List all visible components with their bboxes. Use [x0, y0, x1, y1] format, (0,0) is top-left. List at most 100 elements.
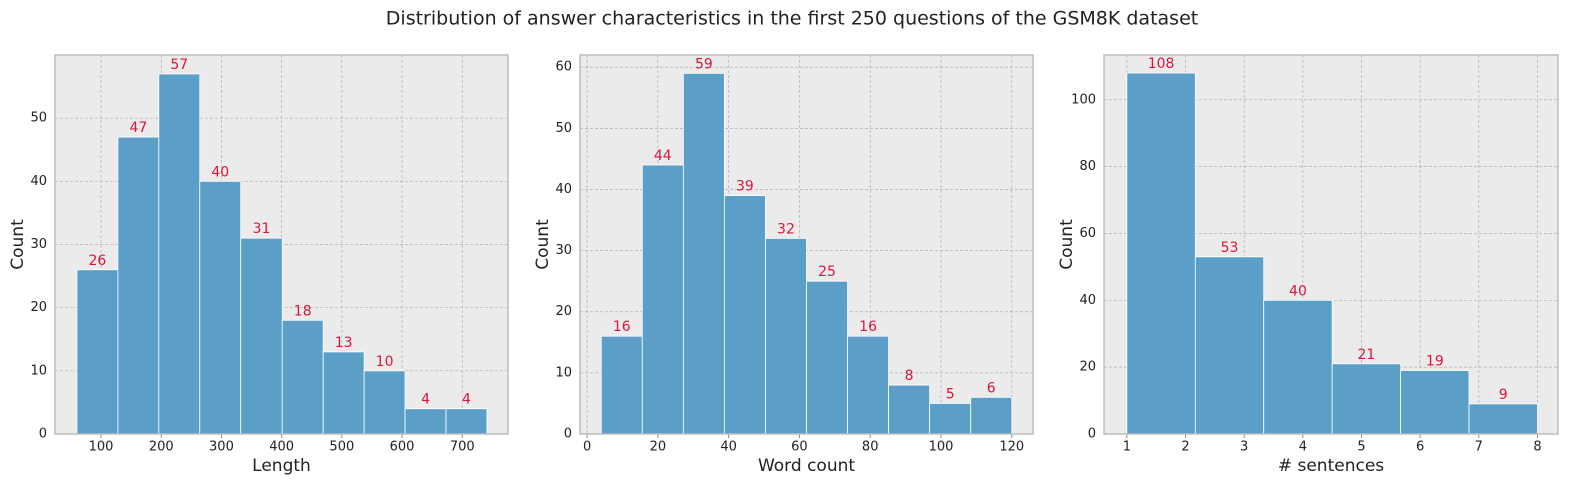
x-tick-label: 100: [89, 440, 114, 455]
x-tick-label: 5: [1357, 440, 1365, 455]
value-label: 4: [421, 392, 430, 408]
value-label: 5: [946, 386, 955, 402]
x-axis-label: # sentences: [1278, 456, 1384, 476]
x-tick-label: 60: [791, 440, 808, 455]
subplot: 0 10 20 30 40 50 100 200 300 400 500 600 700 26 47 57 40…: [8, 54, 509, 476]
bar: [363, 370, 406, 435]
y-tick-label: 60: [1079, 226, 1096, 241]
x-tick-label: 0: [583, 440, 591, 455]
plot-frame: [1103, 54, 1559, 435]
bar: [970, 396, 1013, 435]
y-tick-label: 40: [555, 182, 572, 197]
value-label: 10: [376, 354, 394, 370]
bar: [445, 408, 488, 435]
y-tick-label: 10: [555, 365, 572, 380]
plot-frame: [54, 54, 509, 435]
x-axis-label: Length: [252, 456, 311, 476]
value-label: 32: [777, 221, 795, 237]
value-label: 57: [170, 57, 188, 73]
y-tick-label: 50: [30, 111, 47, 126]
bar: [1194, 256, 1265, 435]
bar: [322, 351, 365, 435]
y-tick-label: 50: [555, 121, 572, 136]
value-label: 21: [1357, 347, 1375, 363]
bar: [117, 136, 160, 435]
value-label: 40: [1289, 283, 1307, 299]
bar: [929, 403, 972, 435]
figure-title: Distribution of answer characteristics i…: [386, 8, 1198, 30]
value-label: 8: [905, 368, 914, 384]
value-label: 59: [695, 56, 713, 72]
value-label: 25: [818, 264, 836, 280]
y-tick-label: 60: [555, 60, 572, 75]
value-label: 4: [462, 392, 471, 408]
value-label: 47: [129, 120, 147, 136]
y-tick-label: 20: [555, 304, 572, 319]
y-tick-label: 30: [30, 237, 47, 252]
bar: [888, 384, 931, 435]
y-axis-label: Count: [8, 219, 28, 270]
bar: [1400, 370, 1470, 435]
x-tick-label: 80: [862, 440, 879, 455]
bar: [1331, 363, 1402, 435]
y-tick-label: 20: [1079, 360, 1096, 375]
value-label: 26: [89, 253, 107, 269]
bar: [281, 319, 324, 435]
value-label: 53: [1221, 240, 1239, 256]
bar: [404, 408, 447, 435]
x-tick-label: 300: [209, 440, 234, 455]
bar: [199, 180, 242, 435]
bar: [847, 335, 890, 435]
value-label: 40: [211, 164, 229, 180]
x-axis-label: Word count: [758, 456, 855, 476]
bar: [240, 237, 283, 435]
y-tick-label: 100: [1071, 92, 1096, 107]
y-axis-label: Count: [533, 219, 553, 270]
x-tick-label: 2: [1181, 440, 1189, 455]
bar: [1126, 72, 1196, 435]
y-tick-label: 0: [564, 427, 572, 442]
y-tick-label: 40: [30, 174, 47, 189]
y-tick-label: 0: [1088, 427, 1096, 442]
bar: [765, 237, 807, 435]
x-tick-label: 4: [1299, 440, 1307, 455]
y-tick-label: 0: [39, 427, 47, 442]
x-tick-label: 40: [720, 440, 737, 455]
value-label: 39: [736, 179, 754, 195]
x-tick-label: 100: [929, 440, 954, 455]
x-tick-label: 400: [269, 440, 294, 455]
value-label: 9: [1499, 387, 1508, 403]
x-tick-label: 8: [1533, 440, 1541, 455]
y-tick-label: 10: [30, 363, 47, 378]
plot-frame: [579, 54, 1034, 435]
x-tick-label: 7: [1475, 440, 1483, 455]
y-tick-label: 40: [1079, 293, 1096, 308]
bar: [1468, 403, 1538, 435]
value-label: 18: [294, 303, 312, 319]
value-label: 13: [335, 335, 353, 351]
subplot: 0 10 20 30 40 50 60 0 20 40 60 80 100 120 16 44 59 39 32 25…: [533, 54, 1034, 476]
y-tick-label: 30: [555, 243, 572, 258]
bar: [641, 164, 684, 435]
x-tick-label: 500: [329, 440, 354, 455]
subplot: 0 20 40 60 80 100 1 2 3 4 5 6 7 8 108 53 40 21 19 9 # senten…: [1057, 54, 1559, 476]
bar: [806, 280, 848, 435]
x-tick-label: 700: [450, 440, 475, 455]
y-tick-label: 80: [1079, 159, 1096, 174]
x-tick-label: 3: [1240, 440, 1248, 455]
value-label: 19: [1426, 353, 1444, 369]
bar: [682, 72, 725, 435]
value-label: 108: [1148, 56, 1175, 72]
value-label: 16: [859, 319, 877, 335]
x-tick-label: 1: [1123, 440, 1131, 455]
x-tick-label: 6: [1416, 440, 1424, 455]
y-tick-label: 20: [30, 300, 47, 315]
bar: [76, 269, 119, 435]
bar: [723, 195, 766, 435]
x-tick-label: 20: [650, 440, 667, 455]
value-label: 44: [654, 148, 672, 164]
y-axis-label: Count: [1057, 219, 1077, 270]
value-label: 6: [987, 380, 996, 396]
x-tick-label: 120: [999, 440, 1024, 455]
